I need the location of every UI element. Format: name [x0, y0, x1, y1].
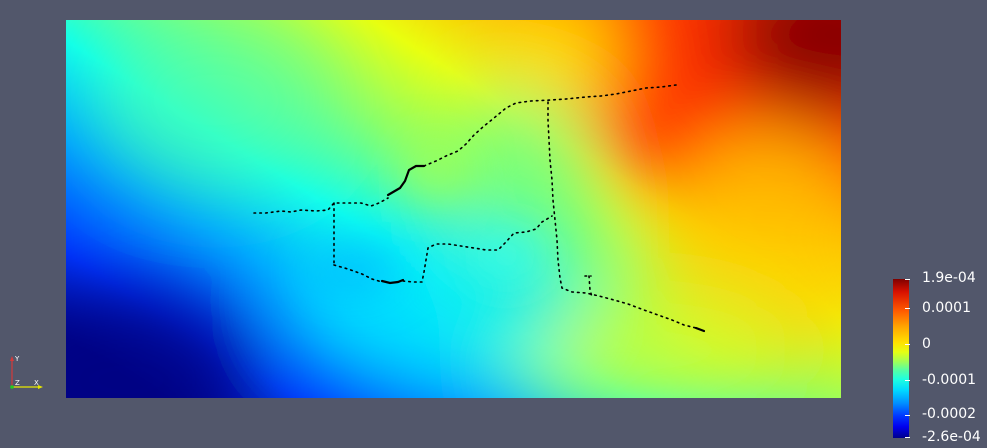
colorbar-label: 0: [922, 336, 931, 352]
scalar-field-plot[interactable]: [66, 20, 841, 398]
y-axis-label: Y: [14, 355, 20, 363]
z-axis-label: Z: [15, 379, 20, 387]
colorbar-label-min: -2.6e-04: [922, 429, 981, 445]
colorbar-label: 0.0001: [922, 300, 971, 316]
colorbar: [893, 279, 909, 438]
colorbar-tick: [905, 279, 910, 280]
flow-path-dots: [253, 84, 697, 329]
colorbar-tick: [905, 380, 910, 381]
colorbar-tick: [905, 344, 910, 345]
y-axis-arrow-icon: [10, 356, 14, 361]
colorbar-label: -0.0002: [922, 406, 977, 422]
orientation-axes-triad: Y Z X: [10, 355, 43, 389]
x-axis-label: X: [34, 379, 39, 387]
colorbar-label: -0.0001: [922, 372, 977, 388]
colorbar-label-max: 1.9e-04: [922, 270, 976, 286]
z-axis-dot-icon: [10, 385, 14, 389]
x-axis-arrow-icon: [38, 385, 43, 389]
flow-path-dense-segments: [380, 164, 706, 333]
colorbar-tick: [905, 415, 910, 416]
colorbar-tick: [905, 437, 910, 438]
colorbar-tick: [905, 308, 910, 309]
scalar-field: [66, 20, 841, 398]
